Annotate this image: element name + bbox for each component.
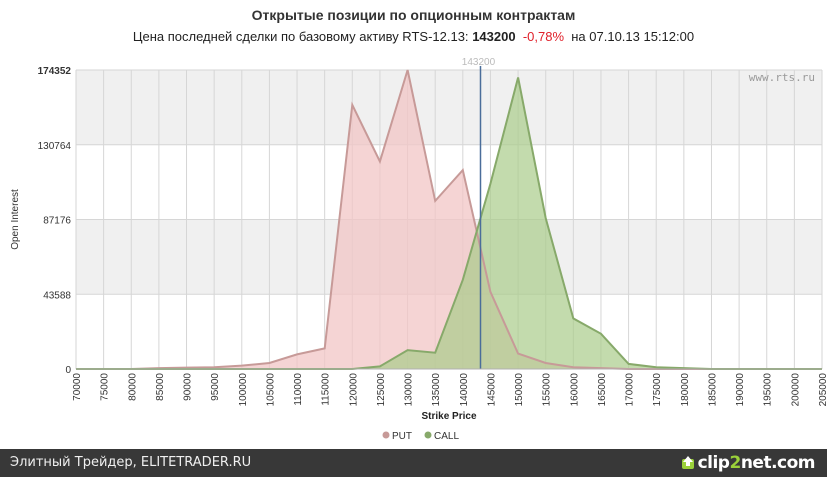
- y-tick-label: 0: [65, 365, 71, 376]
- x-tick-label: 125000: [376, 373, 387, 407]
- legend-call: CALL: [424, 431, 459, 442]
- y-tick-label: 174352: [38, 66, 72, 77]
- x-tick-label: 70000: [72, 373, 83, 401]
- legend-marker: [424, 431, 432, 439]
- x-tick-label: 140000: [459, 373, 470, 407]
- subtitle-suffix: на 07.10.13 15:12:00: [571, 29, 695, 44]
- put-area: [76, 70, 822, 369]
- x-tick-label: 75000: [100, 373, 111, 401]
- y-tick-label: 130764: [38, 141, 72, 152]
- footer-text: Элитный Трейдер, ELITETRADER.RU: [10, 455, 252, 470]
- legend-marker: [382, 431, 390, 439]
- x-tick-label: 150000: [514, 373, 525, 407]
- chart-subtitle: Цена последней сделки по базовому активу…: [0, 29, 827, 44]
- x-tick-label: 80000: [127, 373, 138, 401]
- logo-part-clip: clip: [697, 453, 730, 473]
- upload-arrow-icon: [681, 456, 695, 470]
- x-tick-label: 185000: [707, 373, 718, 407]
- x-tick-label: 200000: [790, 373, 801, 407]
- x-tick-label: 165000: [597, 373, 608, 407]
- chart-title: Открытые позиции по опционным контрактам: [251, 7, 576, 23]
- x-tick-label: 170000: [625, 373, 636, 407]
- x-tick-label: 120000: [348, 373, 359, 407]
- x-tick-label: 145000: [486, 373, 497, 407]
- y-axis-title: Open Interest: [10, 189, 21, 250]
- x-tick-label: 190000: [735, 373, 746, 407]
- y-tick-label: 43588: [43, 290, 71, 301]
- x-tick-label: 195000: [763, 373, 774, 407]
- logo-part-net: net.com: [740, 453, 816, 473]
- price-marker-label: 143200: [462, 57, 496, 68]
- x-tick-label: 115000: [321, 373, 332, 406]
- x-tick-label: 90000: [183, 373, 194, 401]
- open-interest-chart: 143200 www.rts.ru 0 43588 87176 130764 174352 7…: [10, 57, 827, 442]
- price-change: -0,78%: [522, 29, 565, 44]
- legend-label: CALL: [434, 431, 459, 442]
- x-tick-label: 135000: [431, 373, 442, 407]
- logo-part-2: 2: [729, 453, 741, 473]
- x-tick-label: 205000: [818, 373, 827, 407]
- x-tick-label: 155000: [542, 373, 553, 407]
- legend: PUT CALL: [382, 431, 459, 442]
- x-tick-label: 95000: [210, 373, 221, 401]
- x-tick-label: 175000: [652, 373, 663, 407]
- x-tick-label: 110000: [293, 373, 304, 406]
- x-tick-label: 180000: [680, 373, 691, 407]
- x-tick-label: 100000: [238, 373, 249, 407]
- x-tick-label: 105000: [265, 373, 276, 407]
- subtitle-prefix: Цена последней сделки по базовому активу…: [132, 29, 469, 44]
- plot-band: [76, 70, 822, 145]
- legend-put: PUT: [382, 431, 412, 442]
- watermark-text: www.rts.ru: [749, 71, 815, 84]
- legend-label: PUT: [392, 431, 412, 442]
- x-axis-title: Strike Price: [421, 411, 476, 422]
- x-tick-label: 130000: [404, 373, 415, 407]
- clip2net-logo: clip2net.com: [681, 452, 816, 474]
- x-tick-label: 85000: [155, 373, 166, 401]
- x-tick-label: 160000: [569, 373, 580, 407]
- last-price: 143200: [472, 29, 516, 44]
- footer-bar: Элитный Трейдер, ELITETRADER.RU clip2net…: [0, 449, 827, 477]
- y-tick-label: 87176: [43, 216, 71, 227]
